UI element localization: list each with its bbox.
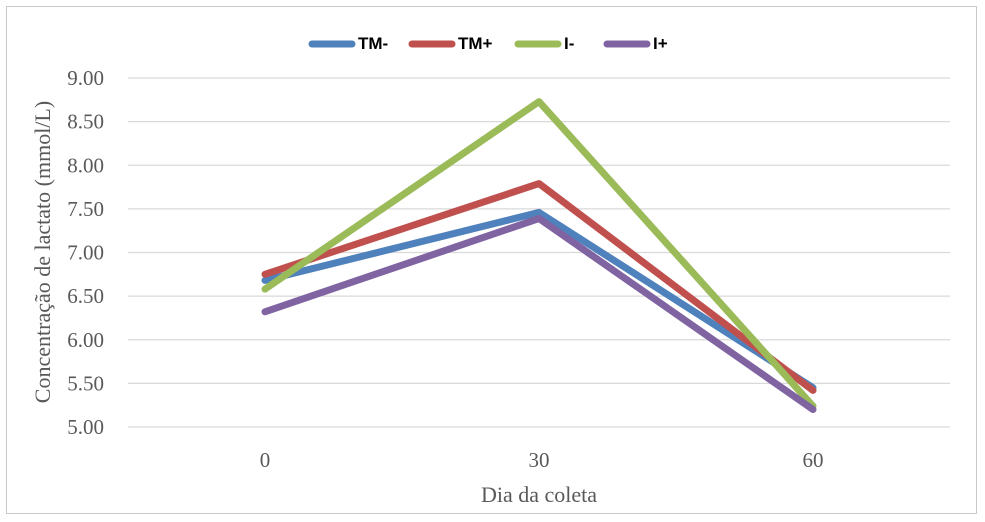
x-tick-label: 60 bbox=[803, 448, 824, 472]
x-axis-title: Dia da coleta bbox=[481, 482, 597, 507]
y-tick-label: 6.00 bbox=[67, 328, 104, 352]
legend-label: I- bbox=[564, 34, 574, 53]
y-axis-title: Concentração de lactato (mmol/L) bbox=[30, 101, 55, 403]
series-line-tm-plus bbox=[261, 180, 817, 394]
x-tick-label: 30 bbox=[529, 448, 550, 472]
y-tick-label: 8.00 bbox=[67, 153, 104, 177]
legend-label: I+ bbox=[653, 34, 668, 53]
series-line-tm-minus bbox=[261, 208, 817, 392]
x-tick-label: 0 bbox=[260, 448, 271, 472]
series-line-i-minus bbox=[261, 98, 817, 410]
y-tick-label: 8.50 bbox=[67, 110, 104, 134]
x-tick-labels: 0 30 60 bbox=[260, 448, 824, 472]
y-tick-label: 5.50 bbox=[67, 371, 104, 395]
y-tick-label: 9.00 bbox=[67, 66, 104, 90]
y-tick-label: 5.00 bbox=[67, 415, 104, 439]
y-tick-label: 7.50 bbox=[67, 197, 104, 221]
gridlines bbox=[128, 77, 950, 428]
y-tick-labels: 5.00 5.50 6.00 6.50 7.00 7.50 8.00 8.50 9.00 bbox=[67, 66, 104, 439]
legend: TM- TM+ I- I+ bbox=[308, 34, 668, 53]
series-line-i-plus bbox=[261, 215, 817, 413]
y-tick-label: 7.00 bbox=[67, 241, 104, 265]
legend-label: TM- bbox=[358, 34, 388, 53]
series-lines bbox=[261, 98, 817, 413]
legend-label: TM+ bbox=[458, 34, 493, 53]
y-tick-label: 6.50 bbox=[67, 284, 104, 308]
chart-frame bbox=[6, 6, 977, 514]
